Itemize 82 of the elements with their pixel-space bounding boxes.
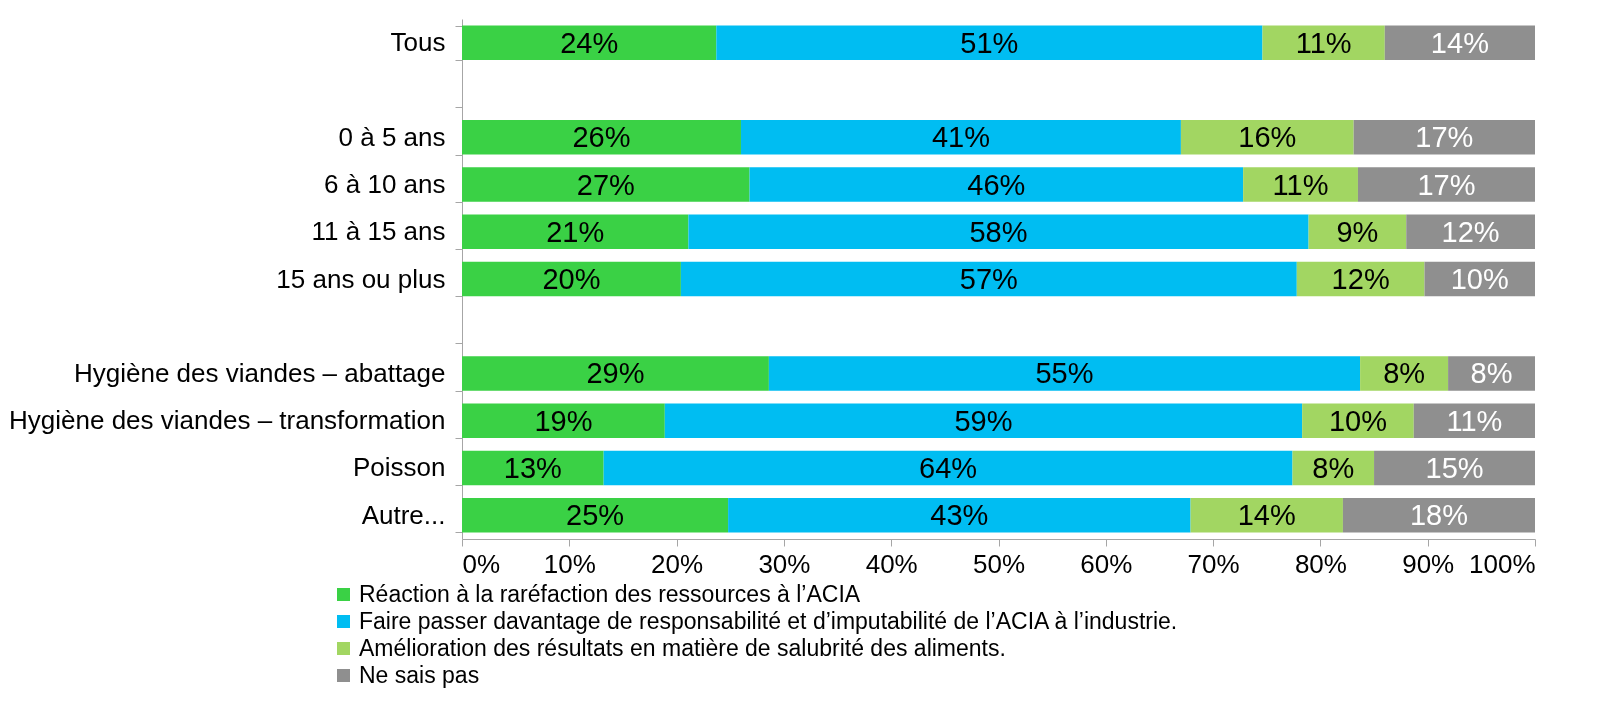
x-tick-label: 60% bbox=[1080, 548, 1133, 579]
legend-label: Réaction à la raréfaction des ressources à l’ACIA bbox=[359, 580, 861, 607]
bar bbox=[1353, 120, 1535, 155]
x-tick-label: 40% bbox=[865, 548, 918, 579]
x-tick-label: 100% bbox=[1469, 548, 1536, 579]
legend-label: Amélioration des résultats en matière de salubrité des aliments. bbox=[359, 634, 1006, 661]
bar bbox=[462, 214, 689, 250]
data-label: 16% bbox=[1238, 121, 1297, 154]
y-tick-label: Poisson bbox=[353, 452, 446, 483]
data-label: 17% bbox=[1415, 121, 1474, 154]
x-tick-label: 0% bbox=[462, 548, 501, 579]
data-label: 58% bbox=[969, 215, 1028, 248]
data-label: 41% bbox=[931, 121, 990, 154]
x-tick-label: 30% bbox=[758, 548, 811, 579]
data-label: 17% bbox=[1417, 168, 1476, 201]
data-label: 18% bbox=[1409, 499, 1468, 532]
bar bbox=[680, 261, 1297, 297]
y-tick-label: Hygiène des viandes – transformation bbox=[9, 405, 446, 436]
bar bbox=[749, 167, 1244, 202]
data-label: 43% bbox=[930, 499, 989, 532]
x-tick-label: 10% bbox=[543, 548, 596, 579]
bar bbox=[728, 497, 1191, 533]
data-label: 8% bbox=[1312, 451, 1355, 484]
data-label: 11% bbox=[1272, 168, 1329, 201]
data-label: 10% bbox=[1328, 404, 1387, 437]
bar bbox=[462, 120, 741, 155]
y-tick-label: Tous bbox=[390, 27, 446, 58]
y-tick-label: 6 à 10 ans bbox=[324, 169, 446, 200]
data-label: 26% bbox=[572, 121, 631, 154]
data-label: 19% bbox=[534, 404, 593, 437]
bar bbox=[462, 25, 717, 61]
y-tick-label: Autre... bbox=[361, 499, 446, 530]
data-label: 9% bbox=[1336, 215, 1379, 248]
bar bbox=[603, 450, 1293, 486]
y-tick-label: 0 à 5 ans bbox=[338, 121, 446, 152]
data-label: 11% bbox=[1295, 26, 1352, 59]
data-label: 25% bbox=[566, 499, 625, 532]
y-tick-label: 11 à 15 ans bbox=[311, 216, 446, 247]
data-label: 14% bbox=[1430, 26, 1489, 59]
x-tick-label: 90% bbox=[1402, 548, 1455, 579]
data-label: 20% bbox=[542, 263, 601, 295]
data-label: 27% bbox=[576, 168, 635, 201]
bar bbox=[462, 261, 681, 297]
y-tick-label: 15 ans ou plus bbox=[276, 263, 446, 294]
bar bbox=[462, 167, 750, 202]
bar bbox=[1180, 120, 1354, 155]
x-tick-label: 20% bbox=[651, 548, 704, 579]
y-tick-label: Hygiène des viandes – abattage bbox=[74, 357, 446, 388]
x-tick-label: 50% bbox=[972, 548, 1026, 579]
data-label: 57% bbox=[959, 263, 1018, 295]
legend-label: Faire passer davantage de responsabilité et d’imputabilité de l’ACIA à l’industrie. bbox=[359, 607, 1178, 634]
bar bbox=[1342, 497, 1535, 533]
data-label: 8% bbox=[1470, 357, 1513, 390]
bar bbox=[740, 120, 1181, 155]
bar bbox=[462, 356, 769, 391]
bar bbox=[462, 497, 729, 533]
bar bbox=[768, 356, 1361, 391]
data-label: 11% bbox=[1446, 404, 1503, 437]
x-tick-label: 80% bbox=[1294, 548, 1347, 579]
data-label: 21% bbox=[546, 215, 605, 248]
data-label: 12% bbox=[1331, 263, 1390, 295]
data-label: 64% bbox=[919, 451, 978, 484]
bar bbox=[1357, 167, 1535, 202]
bar bbox=[688, 214, 1309, 250]
data-label: 10% bbox=[1450, 263, 1509, 295]
data-label: 29% bbox=[586, 357, 645, 390]
bar bbox=[664, 403, 1303, 438]
bar bbox=[716, 25, 1263, 61]
data-label: 13% bbox=[503, 451, 562, 484]
bar bbox=[462, 403, 665, 438]
data-label: 12% bbox=[1441, 215, 1500, 248]
data-label: 8% bbox=[1383, 357, 1426, 390]
data-label: 15% bbox=[1425, 451, 1484, 484]
data-label: 59% bbox=[954, 404, 1013, 437]
legend-label: Ne sais pas bbox=[359, 661, 480, 688]
data-label: 51% bbox=[960, 26, 1019, 59]
data-label: 55% bbox=[1035, 357, 1094, 390]
data-label: 46% bbox=[967, 168, 1026, 201]
x-tick-label: 70% bbox=[1187, 548, 1240, 579]
data-label: 24% bbox=[560, 26, 619, 59]
bar bbox=[1413, 403, 1535, 438]
data-label: 14% bbox=[1237, 499, 1296, 532]
